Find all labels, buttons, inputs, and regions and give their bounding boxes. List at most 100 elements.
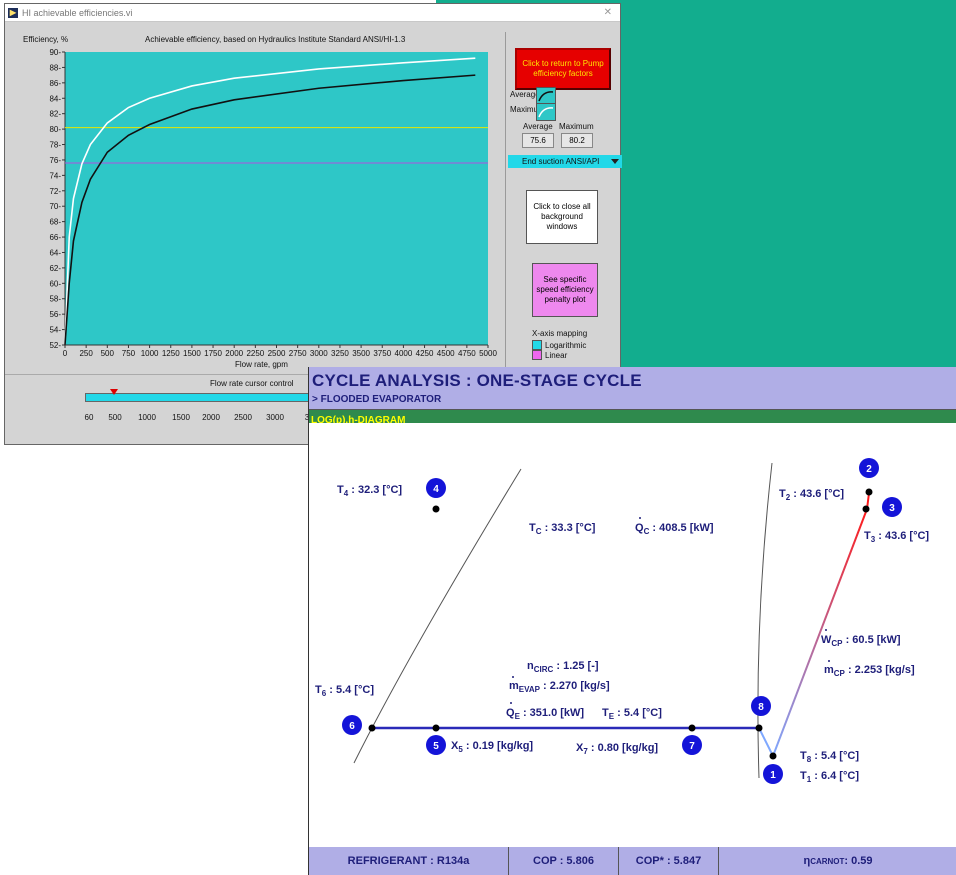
slider-tick-label: 1500 [172, 413, 190, 422]
svg-text:6: 6 [349, 721, 355, 732]
mcp-dot [828, 660, 830, 662]
x-tick-label: 3500 [352, 349, 370, 358]
plot-xlabel: Flow rate, gpm [235, 360, 288, 369]
mevap-dot [512, 676, 514, 678]
maximum-value-field: 80.2 [561, 133, 593, 148]
x-axis-linear-option[interactable]: Linear [532, 350, 567, 360]
return-to-pump-efficiency-button[interactable]: Click to return to Pump efficiency facto… [515, 48, 611, 90]
efficiency-window: ▶ HI achievable efficiencies.vi ✕ Effici… [4, 3, 622, 445]
cycle-analysis-window: CYCLE ANALYSIS : ONE-STAGE CYCLE > FLOOD… [308, 367, 956, 875]
x-tick-label: 4250 [416, 349, 434, 358]
cycle-subtitle: > FLOODED EVAPORATOR [312, 394, 442, 405]
slider-title: Flow rate cursor control [210, 379, 294, 388]
y-tick-label: 80- [49, 125, 61, 134]
y-tick-label: 68- [49, 218, 61, 227]
efficiency-chart: 52- 54- 56- 58- 60- 62- 64- 66- 68- 70- 72- 74- 76- 7… [49, 48, 497, 358]
node-6-badge: 6 [342, 715, 362, 735]
close-icon[interactable]: ✕ [603, 7, 612, 18]
label-t1: T1 : 6.4 [°C] [800, 770, 859, 784]
y-tick-label: 66- [49, 233, 61, 242]
label-ncirc: nCIRC : 1.25 [-] [527, 660, 599, 674]
slider-tick-label: 3000 [266, 413, 284, 422]
average-value-field: 75.6 [522, 133, 554, 148]
y-tick-label: 70- [49, 202, 61, 211]
x-axis-mapping-title: X-axis mapping [532, 329, 588, 338]
maximum-value-label: Maximum [559, 122, 594, 131]
logp-h-diagram: 4 5 6 7 8 1 2 3 T4 : 32.3 [°C] T2 : 43.6… [309, 423, 956, 848]
x-tick-label: 2250 [246, 349, 264, 358]
linear-label: Linear [545, 350, 568, 360]
y-tick-label: 58- [49, 295, 61, 304]
x-tick-label: 750 [122, 349, 136, 358]
slider-thumb[interactable] [110, 389, 118, 395]
y-tick-label: 56- [49, 310, 61, 319]
node-5-badge: 5 [426, 735, 446, 755]
label-tc: TC : 33.3 [°C] [529, 522, 596, 536]
x-tick-label: 4000 [395, 349, 413, 358]
average-value-label: Average [523, 122, 553, 131]
state-dot-8 [755, 724, 763, 732]
x-tick-label: 1750 [204, 349, 222, 358]
state-dot-3 [862, 505, 870, 513]
label-t6: T6 : 5.4 [°C] [315, 684, 374, 698]
x-tick-label: 1000 [141, 349, 159, 358]
label-t4: T4 : 32.3 [°C] [337, 484, 402, 498]
x-tick-label: 0 [63, 349, 68, 358]
footer-refrigerant: REFRIGERANT : R134a [309, 847, 509, 875]
pump-type-value: End suction ANSI/API [522, 157, 600, 166]
y-tick-label: 52- [49, 341, 61, 350]
y-tick-label: 82- [49, 110, 61, 119]
panel-divider [505, 32, 506, 370]
y-tick-label: 74- [49, 171, 61, 180]
x-tick-label: 4500 [437, 349, 455, 358]
x-axis-logarithmic-option[interactable]: Logarithmic [532, 340, 586, 350]
linear-swatch [532, 350, 542, 360]
legend-maximum-label: Maximum [510, 105, 545, 114]
label-te: TE : 5.4 [°C] [602, 707, 662, 721]
cycle-diagram-svg: 4 5 6 7 8 1 2 3 T4 : 32.3 [°C] T2 : 43.6… [315, 458, 929, 784]
node-8-badge: 8 [751, 696, 771, 716]
label-wcp: WCP : 60.5 [kW] [821, 634, 901, 648]
x-tick-label: 3000 [310, 349, 328, 358]
x-tick-label: 5000 [479, 349, 497, 358]
label-qc: QC : 408.5 [kW] [635, 522, 714, 536]
node-2-badge: 2 [859, 458, 879, 478]
cycle-header: CYCLE ANALYSIS : ONE-STAGE CYCLE > FLOOD… [309, 367, 956, 410]
series-maximum [64, 57, 476, 346]
state-dot-1 [769, 752, 777, 760]
footer-cop: COP : 5.806 [509, 847, 619, 875]
x-tick-label: 1500 [183, 349, 201, 358]
slider-tick-label: 60 [85, 413, 94, 422]
tab-label: LOG(p),h-DIAGRAM [311, 415, 406, 426]
svg-text:7: 7 [689, 741, 695, 752]
y-tick-label: 64- [49, 248, 61, 257]
tab-logp-h-diagram[interactable]: LOG(p),h-DIAGRAM [309, 410, 956, 426]
pump-type-select[interactable]: End suction ANSI/API [508, 155, 622, 168]
label-mcp: mCP : 2.253 [kg/s] [824, 664, 915, 678]
labview-app-icon: ▶ [8, 7, 18, 18]
x-tick-label: 250 [79, 349, 93, 358]
slider-tick-label: 1000 [138, 413, 156, 422]
specific-speed-penalty-button[interactable]: See specific speed efficiency penalty pl… [532, 263, 598, 317]
label-t8: T8 : 5.4 [°C] [800, 750, 859, 764]
plot-ylabel: Efficiency, % [23, 35, 69, 44]
y-tick-label: 76- [49, 156, 61, 165]
label-qe: QE : 351.0 [kW] [506, 707, 584, 721]
label-t3: T3 : 43.6 [°C] [864, 530, 929, 544]
label-x7: X7 : 0.80 [kg/kg] [576, 742, 658, 756]
state-dot-4 [432, 505, 440, 513]
plot-area [65, 52, 488, 345]
superheat-line [758, 727, 774, 757]
y-tick-label: 84- [49, 94, 61, 103]
cycle-title: CYCLE ANALYSIS : ONE-STAGE CYCLE [312, 371, 642, 390]
window-titlebar[interactable]: ▶ HI achievable efficiencies.vi ✕ [5, 4, 620, 22]
close-background-windows-button[interactable]: Click to close all background windows [526, 190, 598, 244]
vapor-saturation-curve [757, 462, 773, 779]
node-1-badge: 1 [763, 764, 783, 784]
slider-tick-label: 2500 [234, 413, 252, 422]
node-7-badge: 7 [682, 735, 702, 755]
svg-text:5: 5 [433, 741, 439, 752]
x-tick-label: 2750 [289, 349, 307, 358]
wcp-dot [825, 629, 827, 631]
slider-tick-label: 3 [305, 413, 310, 422]
